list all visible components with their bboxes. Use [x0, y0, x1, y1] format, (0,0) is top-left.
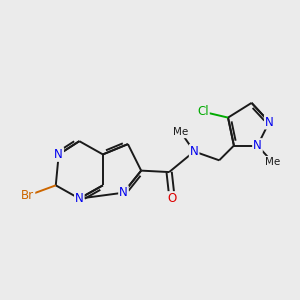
Text: N: N	[75, 192, 84, 205]
Text: Me: Me	[265, 157, 280, 167]
Text: N: N	[265, 116, 274, 128]
Text: Br: Br	[21, 189, 34, 202]
Text: O: O	[167, 192, 177, 205]
Text: N: N	[190, 145, 199, 158]
Text: Me: Me	[173, 127, 188, 137]
Text: N: N	[253, 139, 262, 152]
Text: Cl: Cl	[197, 105, 209, 118]
Text: N: N	[54, 148, 63, 161]
Text: N: N	[119, 186, 128, 199]
